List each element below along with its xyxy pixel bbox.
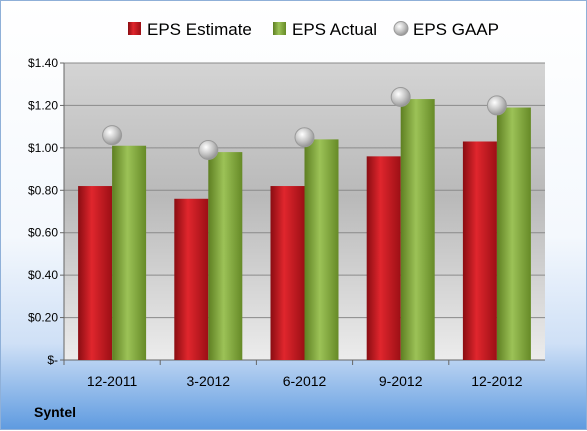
estimate-bar [270,186,305,360]
actual-bar [304,139,339,360]
y-tick-label: $1.40 [28,56,58,70]
y-tick-label: $1.00 [28,141,58,155]
x-tick-label: 3-2012 [187,373,231,389]
y-tick-label: $1.20 [28,98,58,112]
company-name: Syntel [34,404,76,420]
gaap-marker [486,95,507,116]
legend-label: EPS GAAP [413,20,499,39]
gaap-marker [390,86,411,107]
gaap-marker [198,139,219,160]
y-tick-label: $0.40 [28,268,58,282]
estimate-bar [174,198,209,360]
y-tick-label: $0.60 [28,226,58,240]
gaap-marker [294,127,315,148]
x-tick-label: 12-2012 [471,373,523,389]
actual-bar [208,152,243,360]
x-tick-label: 6-2012 [283,373,327,389]
legend-label: EPS Actual [292,20,377,39]
actual-bar [496,107,531,360]
estimate-bar [78,186,113,360]
y-tick-label: $0.80 [28,183,58,197]
x-tick-label: 12-2011 [87,373,138,389]
estimate-bar [366,156,401,360]
actual-bar [400,99,435,361]
gaap-legend-swatch [393,21,409,36]
x-tick-label: 9-2012 [379,373,423,389]
gaap-marker [102,125,123,146]
y-tick-label: $0.20 [28,311,58,325]
estimate-bar-legend-swatch [128,22,141,35]
estimate-bar [462,141,497,360]
legend-label: EPS Estimate [147,20,252,39]
actual-bar [112,145,147,360]
y-tick-label: $- [47,353,58,367]
actual-bar-legend-swatch [273,22,286,35]
